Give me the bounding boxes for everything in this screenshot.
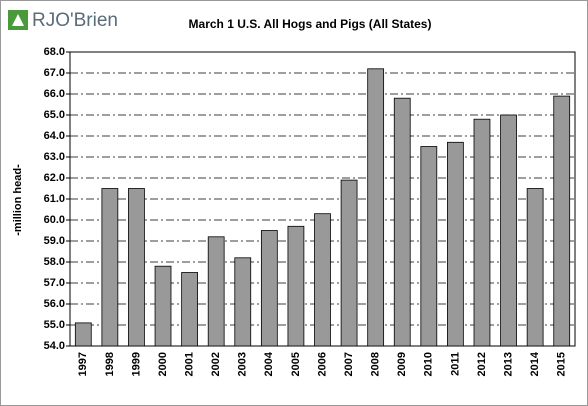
bar (473, 118, 491, 347)
x-tick-label: 2001 (184, 352, 196, 376)
bar (207, 236, 225, 347)
y-axis-label: -million head- (12, 164, 24, 236)
x-tick-label: 2004 (263, 351, 275, 376)
y-tick-label: 55.0 (44, 319, 65, 331)
bar (340, 179, 358, 347)
x-tick-label: 2013 (502, 352, 514, 376)
y-tick-label: 63.0 (44, 151, 65, 163)
bar (260, 230, 278, 347)
bar (287, 225, 305, 347)
bar (367, 68, 385, 347)
bar (420, 146, 438, 347)
y-tick-label: 61.0 (44, 193, 65, 205)
y-tick-label: 59.0 (44, 235, 65, 247)
x-tick-label: 1999 (130, 352, 142, 376)
bar (500, 114, 517, 347)
x-tick-label: 2011 (449, 352, 461, 376)
x-tick-label: 2005 (290, 352, 302, 376)
bar (393, 97, 411, 347)
bar (128, 188, 145, 347)
x-tick-label: 2000 (157, 352, 169, 376)
bar (101, 188, 119, 347)
y-tick-label: 54.0 (44, 340, 65, 352)
y-tick-label: 66.0 (44, 88, 65, 100)
y-tick-label: 65.0 (44, 109, 65, 121)
y-tick-label: 68.0 (44, 46, 65, 58)
x-tick-label: 1997 (77, 352, 89, 376)
y-tick-label: 56.0 (44, 298, 65, 310)
x-tick-label: 2008 (370, 352, 382, 376)
y-tick-label: 60.0 (44, 214, 65, 226)
bar (314, 213, 331, 347)
bar (154, 265, 172, 347)
x-tick-label: 2006 (316, 352, 328, 376)
x-tick-label: 1998 (104, 352, 116, 376)
x-tick-label: 2007 (343, 352, 355, 376)
x-tick-label: 2014 (529, 351, 541, 376)
y-tick-label: 62.0 (44, 172, 65, 184)
bar (526, 188, 544, 347)
bar (553, 95, 571, 347)
bar (234, 257, 252, 347)
y-tick-label: 58.0 (44, 256, 65, 268)
x-tick-label: 2010 (423, 352, 435, 376)
y-tick-label: 67.0 (44, 67, 65, 79)
x-tick-label: 2003 (237, 352, 249, 376)
x-tick-label: 2012 (476, 352, 488, 376)
y-tick-label: 64.0 (44, 130, 65, 142)
y-tick-label: 57.0 (44, 277, 65, 289)
bar (74, 322, 92, 347)
logo-text: RJO'Brien (32, 10, 118, 31)
logo: RJO'Brien (8, 10, 118, 31)
logo-icon-mark (12, 14, 24, 26)
bar (447, 141, 464, 347)
chart-title: March 1 U.S. All Hogs and Pigs (All Stat… (189, 17, 432, 31)
x-tick-label: 2002 (210, 352, 222, 376)
bar (181, 272, 198, 347)
x-tick-label: 2009 (396, 352, 408, 376)
x-tick-label: 2015 (556, 352, 568, 376)
